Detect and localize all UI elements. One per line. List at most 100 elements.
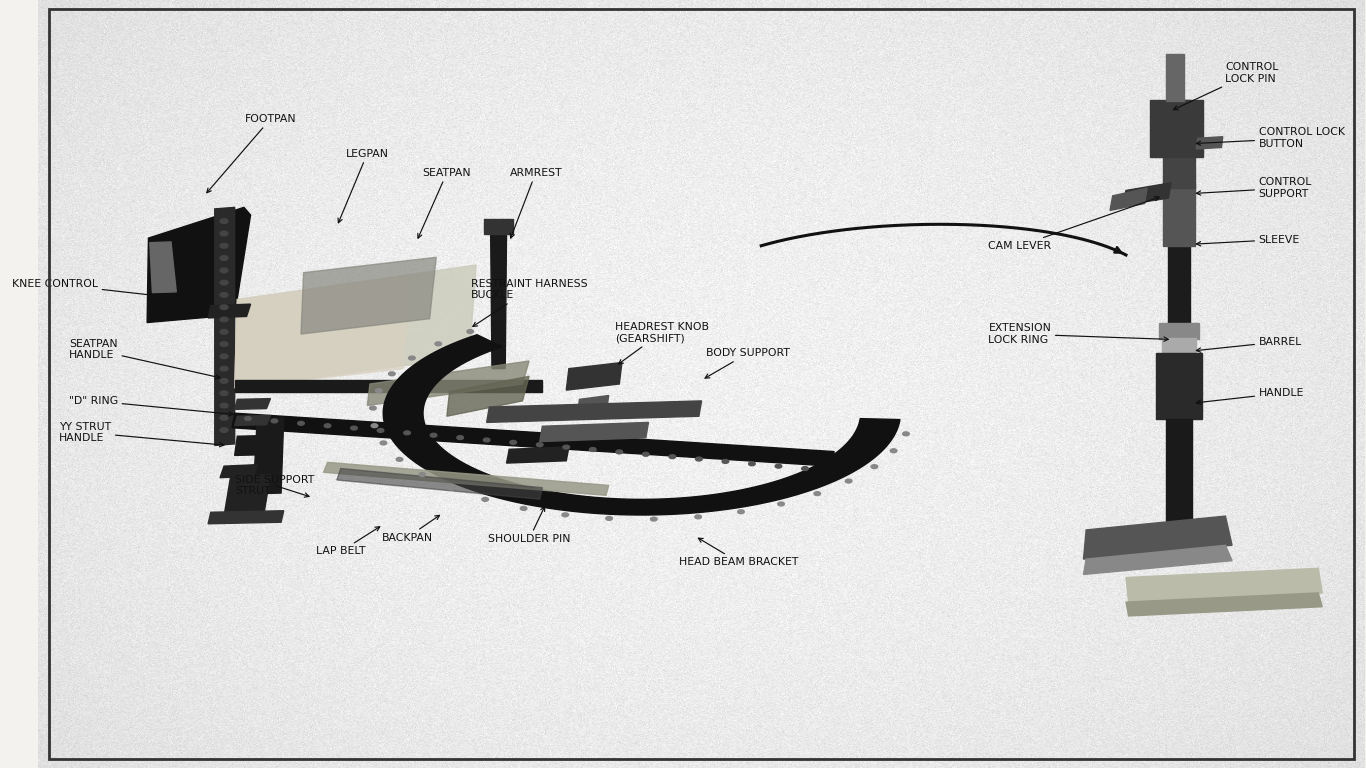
Text: SEATPAN
HANDLE: SEATPAN HANDLE — [70, 339, 220, 379]
Polygon shape — [324, 462, 609, 495]
Polygon shape — [235, 380, 542, 392]
Circle shape — [404, 431, 410, 435]
Polygon shape — [235, 435, 270, 455]
Circle shape — [419, 472, 426, 476]
Polygon shape — [232, 413, 835, 466]
Circle shape — [669, 455, 676, 458]
Text: SEATPAN: SEATPAN — [418, 167, 471, 238]
Text: CAM LEVER: CAM LEVER — [988, 197, 1160, 251]
Circle shape — [846, 479, 852, 483]
Circle shape — [616, 450, 623, 454]
Text: EXTENSION
LOCK RING: EXTENSION LOCK RING — [989, 323, 1168, 345]
Polygon shape — [253, 418, 284, 494]
Polygon shape — [1123, 183, 1171, 205]
Circle shape — [220, 293, 228, 297]
Circle shape — [220, 354, 228, 359]
Polygon shape — [1083, 545, 1232, 574]
Circle shape — [220, 379, 228, 383]
Text: FOOTPAN: FOOTPAN — [206, 114, 296, 193]
Circle shape — [903, 432, 910, 435]
Polygon shape — [1111, 188, 1147, 210]
Polygon shape — [1162, 154, 1195, 188]
Polygon shape — [235, 265, 475, 388]
Polygon shape — [384, 335, 900, 515]
Polygon shape — [235, 276, 410, 388]
Polygon shape — [567, 362, 622, 390]
Circle shape — [563, 445, 570, 449]
Polygon shape — [447, 376, 529, 416]
Polygon shape — [214, 207, 235, 445]
Circle shape — [377, 429, 384, 432]
Polygon shape — [301, 257, 436, 334]
Circle shape — [775, 464, 781, 468]
Circle shape — [220, 415, 228, 420]
Text: LEGPAN: LEGPAN — [337, 148, 389, 223]
Circle shape — [220, 403, 228, 408]
Circle shape — [220, 317, 228, 322]
Circle shape — [749, 462, 755, 465]
Circle shape — [220, 280, 228, 285]
Circle shape — [370, 406, 376, 410]
Circle shape — [605, 517, 612, 521]
Text: KNEE CONTROL: KNEE CONTROL — [12, 279, 206, 303]
Circle shape — [537, 443, 544, 447]
Circle shape — [220, 219, 228, 223]
Polygon shape — [224, 475, 270, 516]
Polygon shape — [220, 465, 257, 478]
Polygon shape — [148, 207, 250, 323]
Text: RESTRAINT HARNESS
BUCKLE: RESTRAINT HARNESS BUCKLE — [471, 279, 587, 326]
Circle shape — [723, 459, 728, 463]
Text: ARMREST: ARMREST — [510, 167, 561, 238]
Circle shape — [298, 422, 305, 425]
Circle shape — [814, 492, 821, 495]
Text: BODY SUPPORT: BODY SUPPORT — [705, 348, 790, 378]
Circle shape — [520, 507, 527, 511]
Polygon shape — [208, 511, 284, 524]
Polygon shape — [235, 415, 270, 425]
Circle shape — [448, 486, 455, 490]
Text: HANDLE: HANDLE — [1197, 388, 1305, 405]
Text: "D" RING: "D" RING — [68, 396, 234, 416]
Circle shape — [376, 389, 382, 392]
Polygon shape — [486, 401, 702, 422]
Polygon shape — [235, 399, 270, 409]
Circle shape — [642, 452, 649, 456]
Circle shape — [220, 268, 228, 273]
Circle shape — [872, 465, 878, 468]
Polygon shape — [1165, 419, 1193, 549]
Circle shape — [777, 502, 784, 506]
Text: CONTROL
SUPPORT: CONTROL SUPPORT — [1197, 177, 1311, 199]
Polygon shape — [1083, 516, 1232, 559]
Circle shape — [220, 243, 228, 248]
Circle shape — [430, 433, 437, 437]
Circle shape — [738, 510, 744, 514]
Text: BACKPAN: BACKPAN — [381, 515, 440, 543]
Polygon shape — [367, 361, 529, 406]
Text: SLEEVE: SLEEVE — [1197, 234, 1300, 246]
Circle shape — [372, 424, 378, 428]
Circle shape — [802, 467, 809, 471]
Circle shape — [324, 424, 331, 428]
Text: SHOULDER PIN: SHOULDER PIN — [488, 507, 571, 545]
Text: HEADREST KNOB
(GEARSHIFT): HEADREST KNOB (GEARSHIFT) — [615, 322, 709, 364]
Circle shape — [467, 329, 474, 333]
Text: LAP BELT: LAP BELT — [316, 527, 380, 557]
Polygon shape — [1168, 100, 1190, 549]
Polygon shape — [150, 242, 176, 293]
Circle shape — [434, 342, 441, 346]
Circle shape — [388, 372, 395, 376]
Polygon shape — [1126, 593, 1322, 616]
Polygon shape — [576, 396, 609, 418]
Circle shape — [220, 305, 228, 310]
Polygon shape — [1160, 323, 1199, 339]
Polygon shape — [507, 447, 568, 463]
Text: YY STRUT
HANDLE: YY STRUT HANDLE — [59, 422, 224, 447]
Circle shape — [650, 517, 657, 521]
Polygon shape — [1165, 54, 1184, 101]
Polygon shape — [337, 468, 542, 499]
Circle shape — [220, 428, 228, 432]
Circle shape — [408, 356, 415, 360]
Circle shape — [510, 440, 516, 444]
Polygon shape — [484, 219, 514, 234]
Polygon shape — [1161, 338, 1197, 353]
